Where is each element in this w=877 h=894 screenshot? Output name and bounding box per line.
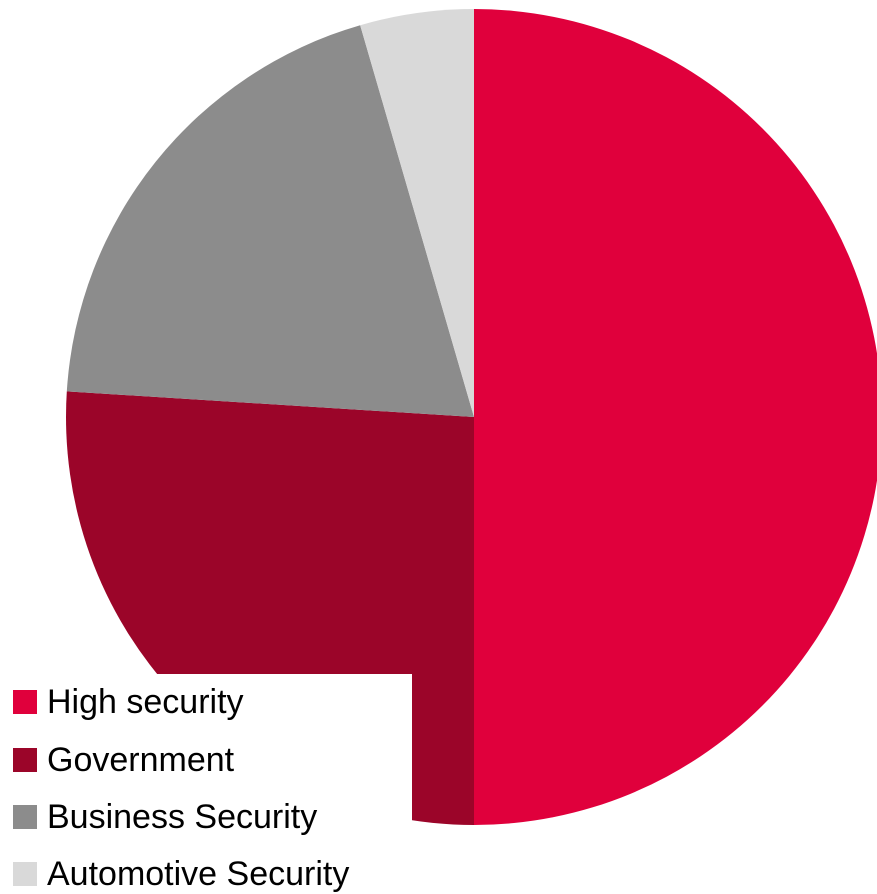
legend-item-government: Government xyxy=(13,740,234,780)
legend-item-automotive-security: Automotive Security xyxy=(13,854,349,894)
legend-swatch-automotive-security xyxy=(13,862,37,886)
pie-slices xyxy=(66,9,877,825)
legend-label-high-security: High security xyxy=(47,683,244,721)
pie-slice-high-security xyxy=(474,9,877,825)
legend-item-business-security: Business Security xyxy=(13,797,317,837)
legend-label-automotive-security: Automotive Security xyxy=(47,855,350,893)
legend: High security Government Business Securi… xyxy=(0,674,412,894)
legend-swatch-high-security xyxy=(13,690,37,714)
pie-slice-automotive-security xyxy=(360,9,474,417)
legend-label-government: Government xyxy=(47,741,235,779)
legend-swatch-government xyxy=(13,748,37,772)
legend-item-high-security: High security xyxy=(13,682,244,722)
legend-label-business-security: Business Security xyxy=(47,798,318,836)
legend-swatch-business-security xyxy=(13,805,37,829)
pie-slice-business-security xyxy=(66,25,474,417)
